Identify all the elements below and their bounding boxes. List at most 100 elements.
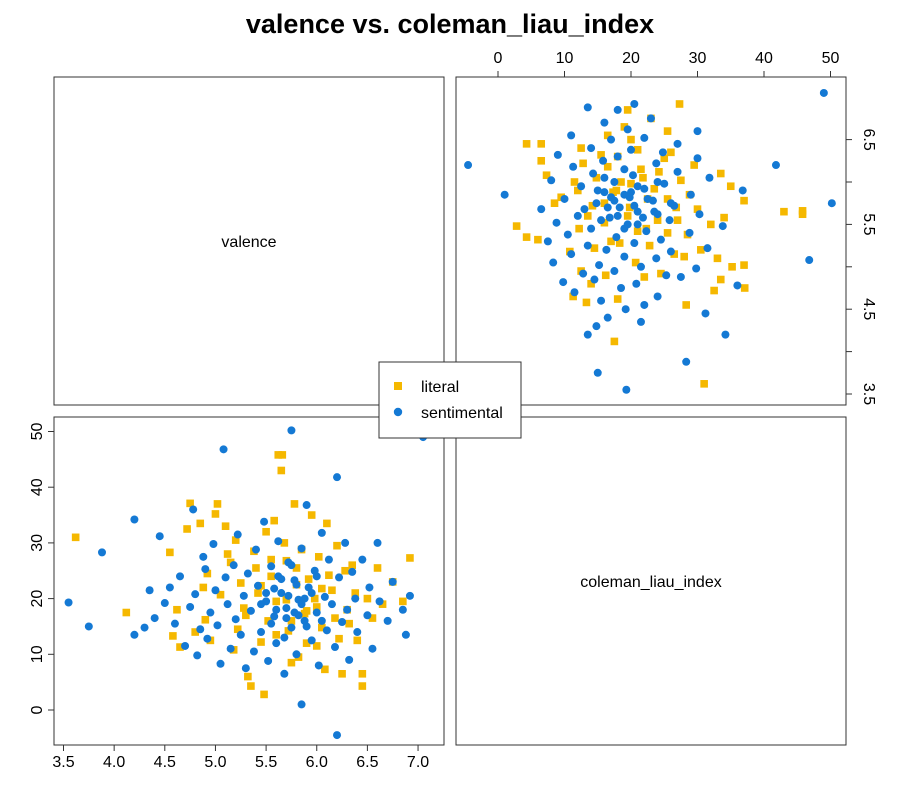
point-literal: [71, 533, 80, 542]
panel-bottom-left-frame: [53, 416, 445, 746]
point-sentimental: [307, 636, 316, 645]
point-sentimental: [130, 630, 139, 639]
point-literal: [710, 286, 718, 295]
point-literal: [318, 584, 326, 593]
tick-label-right: 4.5: [860, 298, 877, 320]
point-literal: [201, 615, 210, 624]
panel-top-left-frame: [53, 76, 445, 406]
point-sentimental: [587, 224, 596, 233]
point-sentimental: [656, 235, 665, 244]
point-sentimental: [632, 279, 641, 288]
point-sentimental: [330, 643, 339, 652]
point-sentimental: [312, 608, 321, 617]
legend-marker-literal: [394, 382, 402, 390]
point-sentimental: [284, 591, 293, 600]
point-literal: [262, 527, 270, 536]
point-literal: [603, 162, 612, 171]
point-literal: [257, 638, 265, 646]
point-sentimental: [552, 218, 561, 227]
point-sentimental: [165, 583, 174, 592]
point-literal: [304, 575, 313, 583]
point-sentimental: [653, 178, 662, 186]
point-literal: [191, 628, 199, 636]
tick-label-left: 30: [29, 534, 46, 552]
point-literal: [240, 604, 248, 612]
point-literal: [183, 525, 191, 533]
point-literal: [574, 186, 582, 195]
point-literal: [363, 594, 372, 603]
point-literal: [310, 594, 319, 603]
point-literal: [603, 131, 612, 140]
point-literal: [345, 619, 353, 628]
point-sentimental: [621, 305, 630, 314]
point-literal: [631, 258, 640, 267]
point-literal: [368, 614, 377, 622]
point-literal: [196, 519, 205, 528]
point-sentimental: [294, 611, 303, 620]
legend-label-sentimental: sentimental: [421, 405, 503, 422]
point-sentimental: [662, 271, 671, 280]
point-sentimental: [196, 625, 205, 634]
point-sentimental: [274, 537, 283, 546]
point-sentimental: [633, 220, 642, 229]
point-sentimental: [363, 611, 372, 620]
point-sentimental: [705, 173, 714, 182]
point-sentimental: [383, 616, 392, 625]
point-sentimental: [343, 605, 352, 614]
point-sentimental: [537, 205, 546, 214]
point-sentimental: [274, 572, 283, 581]
point-literal: [577, 144, 585, 152]
point-sentimental: [602, 245, 611, 254]
point-sentimental: [241, 664, 250, 673]
point-sentimental: [257, 628, 266, 637]
point-sentimental: [559, 278, 568, 287]
point-literal: [122, 608, 131, 617]
point-sentimental: [653, 292, 662, 301]
point-literal: [203, 569, 212, 578]
point-literal: [274, 451, 283, 459]
legend-box: [378, 361, 522, 439]
point-literal: [675, 100, 684, 108]
point-sentimental: [592, 199, 601, 208]
tick-label-right: 5.5: [860, 213, 877, 235]
point-sentimental: [658, 148, 667, 157]
point-literal: [338, 669, 346, 678]
point-sentimental: [292, 650, 301, 659]
point-literal: [713, 254, 722, 263]
points-top-right-panel: [464, 88, 836, 394]
point-literal: [660, 154, 669, 163]
tick-label-right: 3.5: [860, 383, 877, 405]
point-sentimental: [589, 169, 598, 178]
point-sentimental: [693, 154, 702, 163]
point-literal: [399, 597, 407, 606]
point-literal: [639, 173, 647, 182]
point-sentimental: [302, 501, 311, 510]
point-sentimental: [317, 616, 326, 625]
point-sentimental: [464, 161, 473, 170]
point-sentimental: [620, 165, 629, 174]
point-sentimental: [630, 201, 639, 210]
point-literal: [583, 212, 592, 220]
point-sentimental: [583, 241, 592, 250]
point-sentimental: [64, 598, 73, 607]
point-sentimental: [398, 605, 407, 614]
point-literal: [226, 558, 235, 567]
point-sentimental: [630, 239, 639, 248]
point-literal: [601, 271, 610, 280]
point-literal: [221, 522, 230, 530]
point-literal: [351, 589, 360, 597]
tick-label-left: 40: [29, 478, 46, 496]
point-sentimental: [272, 639, 281, 648]
point-sentimental: [587, 144, 596, 153]
point-literal: [358, 669, 367, 678]
point-sentimental: [660, 179, 669, 188]
point-sentimental: [267, 562, 276, 571]
point-literal: [617, 178, 625, 186]
point-sentimental: [597, 216, 606, 225]
point-literal: [331, 614, 339, 622]
point-sentimental: [676, 272, 685, 281]
point-sentimental: [703, 244, 712, 253]
point-sentimental: [819, 88, 828, 97]
point-sentimental: [607, 193, 616, 202]
point-literal: [353, 636, 362, 645]
